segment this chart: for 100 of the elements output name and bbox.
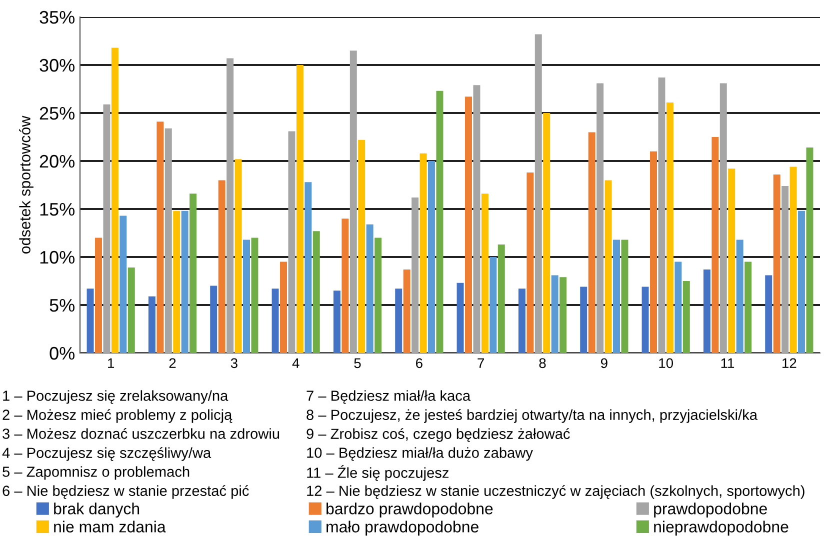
bar	[190, 194, 197, 353]
bar	[456, 282, 464, 353]
x-tick-label: 11	[721, 358, 734, 368]
bar	[234, 159, 242, 353]
x-tick-label: 2	[169, 358, 176, 368]
x-tick-label: 10	[659, 358, 674, 368]
bar	[128, 268, 135, 353]
bar	[358, 140, 366, 353]
bar	[790, 166, 797, 353]
x-tick-label: 8	[539, 358, 546, 368]
text: 2 – Możesz mieć problemy z policją	[2, 409, 232, 423]
bar	[333, 290, 340, 353]
y-tick-label: 20%	[40, 154, 74, 168]
bar	[366, 224, 374, 353]
bar	[666, 102, 674, 353]
bar	[218, 180, 226, 353]
text: 5 – Zapomnisz o problemach	[2, 466, 190, 480]
x-tick-label: 6	[416, 358, 422, 368]
text: 4 – Poczujesz się szczęśliwy/wa	[2, 447, 212, 461]
legend-label: nieprawdopodobne	[654, 520, 788, 536]
bar	[181, 210, 188, 353]
bar	[703, 269, 710, 353]
bar	[534, 34, 542, 353]
legend-label: nie mam zdania	[54, 520, 166, 532]
y-tick-label: 25%	[40, 106, 74, 120]
bar	[674, 262, 682, 353]
bar	[210, 286, 218, 353]
legend-label: bardzo prawdopodobne	[326, 502, 493, 518]
text: 8 – Poczujesz, że jesteś bardziej otwarty/ta na innych, przyjacielski/ka	[306, 409, 758, 423]
bar	[473, 85, 480, 353]
text: 9 – Zrobisz coś, czego będziesz żałować	[306, 428, 570, 442]
x-tick-label: 1	[108, 358, 114, 368]
bar	[436, 90, 444, 353]
y-tick-label: 10%	[40, 250, 74, 264]
bar	[806, 148, 814, 353]
bar	[288, 131, 296, 353]
bar	[782, 186, 789, 353]
bar	[350, 50, 357, 353]
bar	[111, 48, 118, 353]
bar	[490, 257, 497, 353]
x-tick-label: 4	[292, 358, 300, 368]
bar	[342, 218, 349, 353]
bar	[650, 151, 657, 353]
bar	[728, 168, 736, 353]
bar	[95, 238, 102, 353]
y-tick-label: 0%	[50, 346, 74, 360]
legend-label: mało prawdopodobne	[326, 520, 478, 536]
bar	[588, 132, 596, 353]
y-tick-label: 35%	[40, 10, 74, 24]
bar	[765, 275, 772, 353]
bar	[642, 286, 649, 353]
bar	[156, 122, 164, 353]
bar	[481, 194, 488, 353]
y-tick-label: 30%	[40, 58, 74, 72]
bar	[736, 240, 744, 353]
bar	[412, 197, 419, 353]
bar	[395, 288, 402, 353]
bar	[465, 96, 472, 353]
bar	[526, 172, 534, 353]
bar	[103, 104, 110, 353]
bar	[798, 210, 805, 353]
bar	[551, 275, 558, 353]
bar	[86, 288, 94, 353]
legend-label: prawdopodobne	[654, 502, 767, 518]
x-tick-label: 5	[354, 358, 361, 368]
bar	[543, 113, 550, 353]
bar	[148, 296, 156, 353]
text: 7 – Będziesz miał/ła kaca	[306, 390, 471, 404]
bar	[658, 77, 666, 353]
bar	[773, 174, 780, 353]
text: 3 – Możesz doznać uszczerbku na zdrowiu	[2, 428, 280, 439]
bar	[420, 153, 427, 353]
bar	[498, 244, 505, 353]
x-tick-label: 9	[600, 358, 608, 368]
text: 10 – Będziesz miał/ła dużo zabawy	[307, 447, 533, 461]
legend-label: brak danych	[54, 502, 140, 518]
bar	[560, 277, 567, 353]
bar	[428, 161, 435, 353]
bar	[374, 238, 382, 353]
bar	[304, 182, 312, 353]
bar	[596, 83, 604, 353]
bar	[296, 65, 304, 353]
text: 11 – Źle się poczujesz	[307, 465, 448, 481]
text: 1 – Poczujesz się zrelaksowany/na	[3, 390, 228, 404]
bar	[164, 128, 172, 353]
bar	[580, 286, 588, 353]
bar	[251, 238, 258, 353]
bar	[744, 262, 752, 353]
bar	[312, 231, 320, 353]
bar	[280, 262, 287, 353]
bar	[272, 288, 279, 353]
y-tick-label: 5%	[50, 299, 74, 312]
bar	[720, 83, 727, 353]
y-axis-title: odsetek sportowców	[19, 116, 34, 254]
bar	[120, 216, 127, 353]
bar	[682, 281, 690, 353]
bar	[712, 137, 719, 353]
text: 6 – Nie będziesz w stanie przestać pić	[2, 485, 249, 499]
y-tick-label: 15%	[40, 203, 74, 216]
bar	[173, 210, 180, 353]
